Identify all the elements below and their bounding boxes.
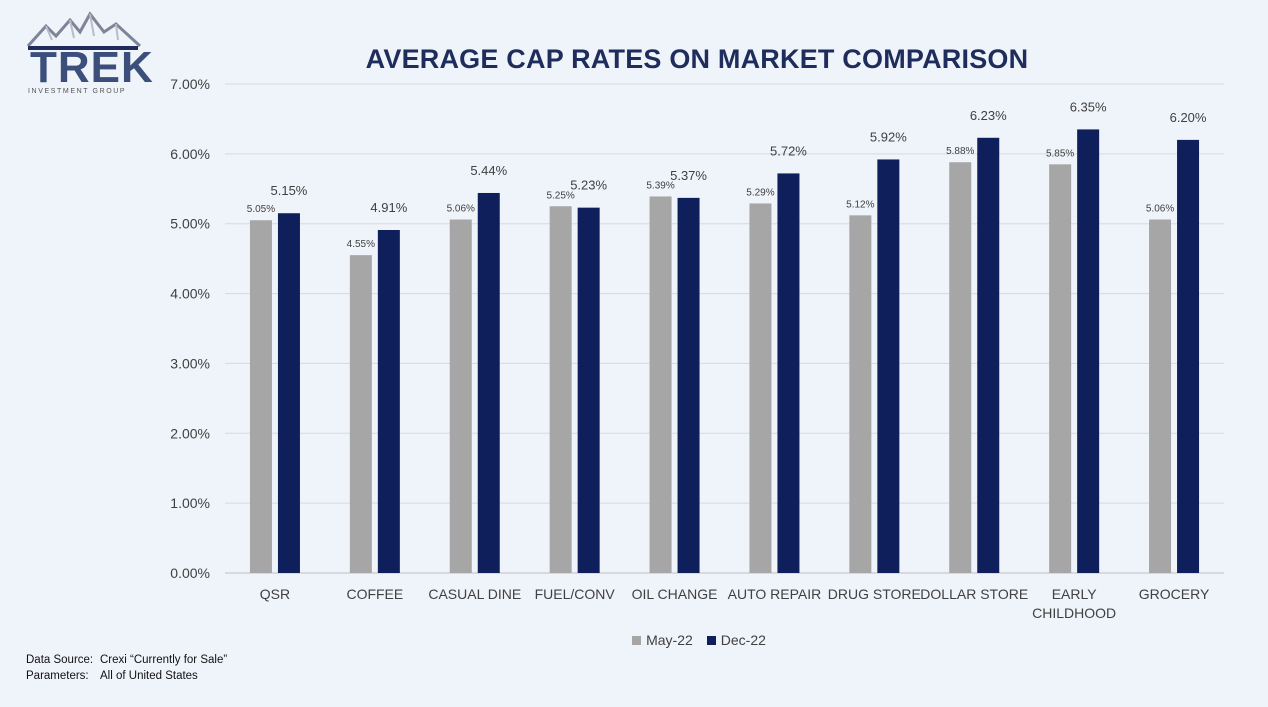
logo-wordmark: TREK [30, 43, 154, 92]
footer-notes: Data Source: Crexi “Currently for Sale” P… [26, 652, 227, 684]
data-label: 5.92% [870, 129, 907, 144]
bar-may-22 [1149, 219, 1172, 573]
chart-title: AVERAGE CAP RATES ON MARKET COMPARISON [365, 44, 1029, 74]
bar-may-22 [349, 255, 372, 573]
data-source-value: Crexi “Currently for Sale” [100, 654, 228, 666]
bar-dec-22 [577, 207, 600, 573]
data-label: 6.35% [1070, 99, 1107, 114]
legend: May-22 Dec-22 [0, 632, 1268, 648]
y-tick-label: 1.00% [170, 495, 210, 511]
bar-dec-22 [677, 197, 700, 574]
x-tick-label: FUEL/CONV [535, 586, 616, 602]
legend-item-dec-22: Dec-22 [706, 632, 766, 648]
bar-dec-22 [1177, 139, 1200, 573]
bar-may-22 [1049, 164, 1072, 574]
bar-dec-22 [1077, 129, 1100, 573]
bar-dec-22 [377, 230, 400, 573]
y-tick-label: 4.00% [170, 286, 210, 302]
parameters-value: All of United States [100, 670, 198, 682]
bar-may-22 [749, 203, 772, 573]
data-source-label: Data Source: [26, 654, 94, 666]
x-tick-label: EARLY [1052, 586, 1098, 602]
data-label: 5.25% [546, 190, 574, 201]
bar-dec-22 [477, 192, 500, 573]
parameters-label: Parameters: [26, 670, 89, 682]
legend-swatch-dec-22 [706, 635, 716, 645]
y-tick-label: 5.00% [170, 216, 210, 232]
data-label: 5.06% [447, 204, 475, 215]
data-label: 5.15% [271, 183, 308, 198]
legend-label-may-22: May-22 [646, 632, 693, 648]
x-tick-label: CASUAL DINE [428, 586, 521, 602]
legend-item-may-22: May-22 [632, 632, 693, 648]
y-tick-label: 3.00% [170, 355, 210, 371]
data-source-row: Data Source: Crexi “Currently for Sale” [26, 652, 227, 668]
x-tick-label: DRUG STORE [828, 586, 921, 602]
data-label: 5.23% [570, 178, 607, 193]
x-tick-label: AUTO REPAIR [728, 586, 822, 602]
bar-may-22 [249, 220, 272, 573]
trek-logo: TREK INVESTMENT GROUP [24, 10, 153, 100]
parameters-row: Parameters: All of United States [26, 668, 227, 684]
data-label: 5.85% [1046, 148, 1074, 159]
bar-may-22 [549, 206, 572, 573]
y-tick-label: 0.00% [170, 565, 210, 581]
bar-dec-22 [977, 137, 1000, 574]
data-label: 5.88% [946, 146, 974, 157]
data-label: 5.39% [646, 180, 674, 191]
y-tick-label: 2.00% [170, 425, 210, 441]
bar-may-22 [449, 219, 472, 573]
x-tick-label: CHILDHOOD [1032, 605, 1116, 621]
bar-dec-22 [877, 159, 900, 573]
data-label: 6.20% [1170, 110, 1207, 125]
data-label: 5.37% [670, 168, 707, 183]
bar-dec-22 [277, 213, 300, 573]
data-label: 6.23% [970, 108, 1007, 123]
y-tick-label: 6.00% [170, 146, 210, 162]
data-label: 5.06% [1146, 204, 1174, 215]
bar-dec-22 [777, 173, 800, 573]
y-tick-label: 7.00% [170, 76, 210, 92]
legend-label-dec-22: Dec-22 [720, 632, 766, 648]
bar-may-22 [649, 196, 672, 573]
data-label: 5.29% [746, 187, 774, 198]
data-label: 4.55% [347, 239, 375, 250]
x-tick-label: DOLLAR STORE [920, 586, 1028, 602]
legend-swatch-may-22 [632, 635, 642, 645]
bar-may-22 [949, 162, 972, 574]
x-tick-label: QSR [260, 586, 290, 602]
x-tick-label: COFFEE [346, 586, 403, 602]
data-label: 5.72% [770, 143, 807, 158]
data-label: 5.44% [470, 163, 507, 178]
data-label: 5.12% [846, 199, 874, 210]
x-tick-label: OIL CHANGE [632, 586, 718, 602]
data-label: 4.91% [370, 200, 407, 215]
bar-may-22 [849, 215, 872, 573]
logo-subtitle: INVESTMENT GROUP [28, 88, 127, 95]
x-tick-label: GROCERY [1139, 586, 1210, 602]
mountain-logo-icon [26, 11, 142, 50]
data-label: 5.05% [247, 204, 275, 215]
